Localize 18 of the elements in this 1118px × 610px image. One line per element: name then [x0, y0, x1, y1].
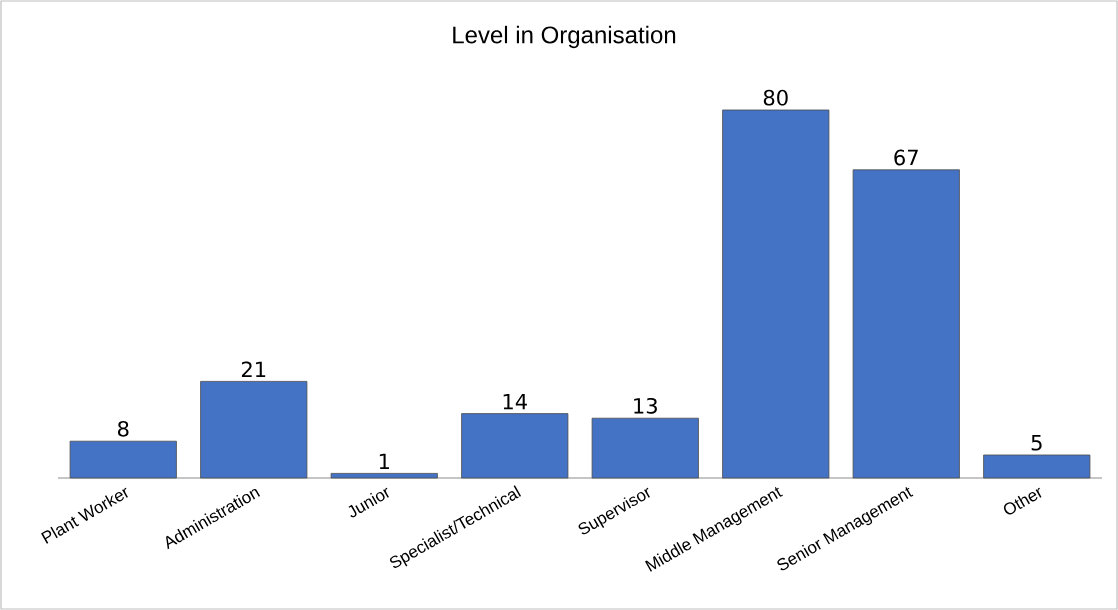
chart-title: Level in Organisation [453, 25, 676, 49]
data-label: 5 [1031, 434, 1042, 451]
bar [983, 454, 1091, 479]
data-label: 1 [379, 453, 389, 469]
data-label: 80 [763, 89, 788, 106]
data-label: 67 [894, 149, 918, 166]
data-label: 13 [634, 397, 657, 414]
data-label: 8 [117, 420, 129, 437]
data-label: 21 [241, 361, 266, 377]
x-tick-label: Other [1003, 487, 1042, 515]
bar [330, 472, 438, 479]
bar [69, 440, 177, 479]
bar [722, 109, 830, 479]
bar [200, 380, 308, 479]
data-label: 14 [503, 393, 527, 410]
bar [852, 169, 960, 479]
bar [461, 413, 569, 479]
bar [591, 417, 699, 479]
